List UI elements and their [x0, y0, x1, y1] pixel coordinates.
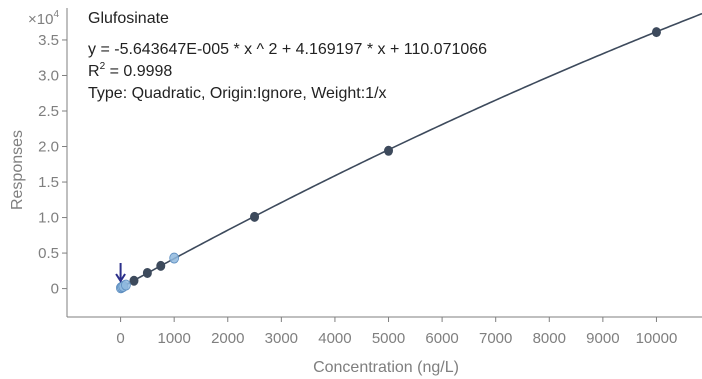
fit-type-info: Type: Quadratic, Origin:Ignore, Weight:1… — [88, 85, 387, 102]
x-tick-label: 7000 — [479, 330, 512, 347]
y-tick-label: 3.0 — [38, 67, 59, 84]
x-tick-label: 6000 — [425, 330, 458, 347]
x-tick-label: 9000 — [586, 330, 619, 347]
y-tick-label: 1.0 — [38, 210, 59, 227]
x-tick-label: 5000 — [372, 330, 405, 347]
r-squared: R2 = 0.9998 — [88, 61, 172, 80]
arrow-head — [115, 273, 126, 283]
qc-point — [169, 252, 180, 264]
calibration-point — [250, 211, 260, 222]
x-axis-title: Concentration (ng/L) — [313, 359, 459, 376]
y-tick-label: 2.0 — [38, 139, 59, 156]
calibration-point — [384, 145, 394, 156]
axes — [66, 8, 702, 318]
y-tick-label: 0 — [51, 281, 59, 298]
y-tick-label: 2.5 — [38, 103, 59, 120]
y-tick-label: 0.5 — [38, 245, 59, 262]
chart-title: Glufosinate — [88, 10, 169, 27]
x-tick-label: 3000 — [265, 330, 298, 347]
ticks: 0 1000 2000 3000 4000 5000 6000 7000 8000 9000 100… — [38, 32, 677, 347]
fit-curve-group — [120, 12, 702, 289]
y-multiplier-exponent: 4 — [53, 9, 59, 20]
x-tick-label: 10000 — [636, 330, 678, 347]
x-tick-label: 2000 — [211, 330, 244, 347]
annotations: ×104 Glufosinate y = -5.643647E-005 * x … — [9, 9, 487, 376]
calibration-point — [651, 27, 661, 38]
y-tick-label: 1.5 — [38, 174, 59, 191]
calibration-point — [156, 260, 166, 271]
fit-curve — [120, 12, 702, 289]
qc-point — [121, 279, 131, 291]
y-multiplier: ×104 — [28, 9, 59, 28]
r-squared-superscript: 2 — [100, 61, 106, 72]
calibration-point — [129, 275, 139, 286]
y-axis-title: Responses — [9, 130, 26, 210]
data-points — [115, 27, 661, 294]
x-tick-label: 1000 — [157, 330, 190, 347]
r-squared-value: = 0.9998 — [105, 63, 172, 80]
x-tick-label: 0 — [116, 330, 124, 347]
fit-equation: y = -5.643647E-005 * x ^ 2 + 4.169197 * … — [88, 41, 487, 58]
x-tick-label: 4000 — [318, 330, 351, 347]
arrow-marker-icon — [115, 263, 126, 283]
y-tick-label: 3.5 — [38, 32, 59, 49]
x-tick-label: 8000 — [533, 330, 566, 347]
calibration-point — [142, 267, 152, 278]
